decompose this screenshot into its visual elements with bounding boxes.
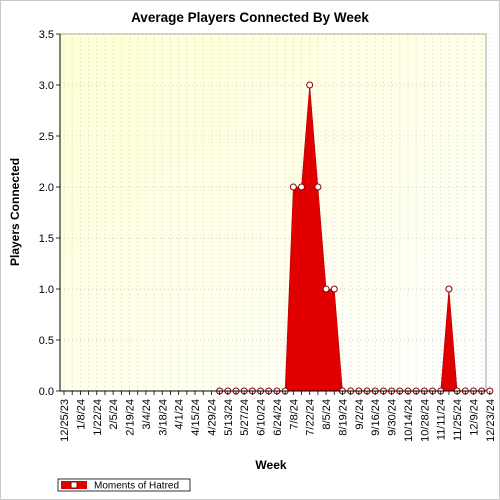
x-axis-title: Week bbox=[255, 458, 286, 472]
x-tick-label: 10/28/24 bbox=[419, 399, 431, 442]
x-tick-label: 9/16/24 bbox=[370, 399, 382, 436]
x-tick-label: 2/5/24 bbox=[108, 399, 120, 430]
data-point bbox=[289, 183, 297, 191]
x-tick-label: 12/23/24 bbox=[485, 399, 497, 442]
x-tick-label: 10/14/24 bbox=[403, 399, 415, 442]
x-tick-label: 11/11/24 bbox=[436, 399, 448, 440]
y-tick-label: 0.0 bbox=[39, 386, 54, 398]
x-tick-label: 8/19/24 bbox=[337, 399, 349, 436]
y-tick-label: 2.0 bbox=[39, 182, 54, 194]
y-tick-label: 1.0 bbox=[39, 284, 54, 296]
data-point bbox=[306, 81, 314, 89]
x-tick-label: 3/18/24 bbox=[157, 399, 169, 436]
data-point bbox=[322, 285, 330, 293]
x-tick-label: 12/25/23 bbox=[59, 399, 71, 442]
legend-label: Moments of Hatred bbox=[94, 481, 179, 492]
x-tick-label: 11/25/24 bbox=[452, 399, 464, 441]
plot-area bbox=[59, 33, 487, 392]
legend-box bbox=[57, 478, 191, 492]
x-tick-label: 4/1/24 bbox=[174, 399, 186, 430]
x-tick-label: 1/8/24 bbox=[75, 399, 87, 430]
x-tick-label: 1/22/24 bbox=[92, 399, 104, 436]
y-tick-label: 3.0 bbox=[39, 80, 54, 92]
x-tick-label: 2/19/24 bbox=[125, 399, 137, 436]
y-tick-label: 1.5 bbox=[39, 233, 54, 245]
x-tick-label: 5/27/24 bbox=[239, 399, 251, 436]
x-tick-label: 5/13/24 bbox=[223, 399, 235, 436]
x-tick-label: 6/10/24 bbox=[256, 399, 268, 436]
y-axis-title: Players Connected bbox=[8, 158, 22, 266]
data-point bbox=[298, 183, 306, 191]
x-tick-label: 3/4/24 bbox=[141, 399, 153, 430]
x-tick-label: 6/24/24 bbox=[272, 399, 284, 436]
data-point bbox=[314, 183, 322, 191]
data-point bbox=[330, 285, 338, 293]
legend: Moments of Hatred bbox=[57, 478, 191, 492]
x-tick-labels: 12/25/23 1/8/24 1/22/24 2/5/24 2/19/24 3/4/24… bbox=[59, 399, 497, 442]
x-tick-label: 12/9/24 bbox=[469, 399, 481, 436]
chart-title: Average Players Connected By Week bbox=[131, 10, 369, 25]
x-tick-label: 7/22/24 bbox=[305, 399, 317, 436]
x-tick-label: 8/5/24 bbox=[321, 399, 333, 430]
axes bbox=[56, 33, 491, 395]
x-tick-label: 7/8/24 bbox=[288, 399, 300, 430]
x-tick-label: 4/15/24 bbox=[190, 399, 202, 436]
legend-marker bbox=[70, 481, 78, 489]
y-tick-labels: 0.0 0.5 1.0 1.5 2.0 2.5 3.0 3.5 bbox=[39, 29, 54, 398]
data-point bbox=[445, 285, 453, 293]
y-tick-label: 2.5 bbox=[39, 131, 54, 143]
x-tick-label: 9/30/24 bbox=[387, 399, 399, 436]
y-tick-label: 0.5 bbox=[39, 335, 54, 347]
x-tick-label: 4/29/24 bbox=[206, 399, 218, 436]
x-tick-label: 9/2/24 bbox=[354, 399, 366, 430]
y-tick-label: 3.5 bbox=[39, 29, 54, 41]
